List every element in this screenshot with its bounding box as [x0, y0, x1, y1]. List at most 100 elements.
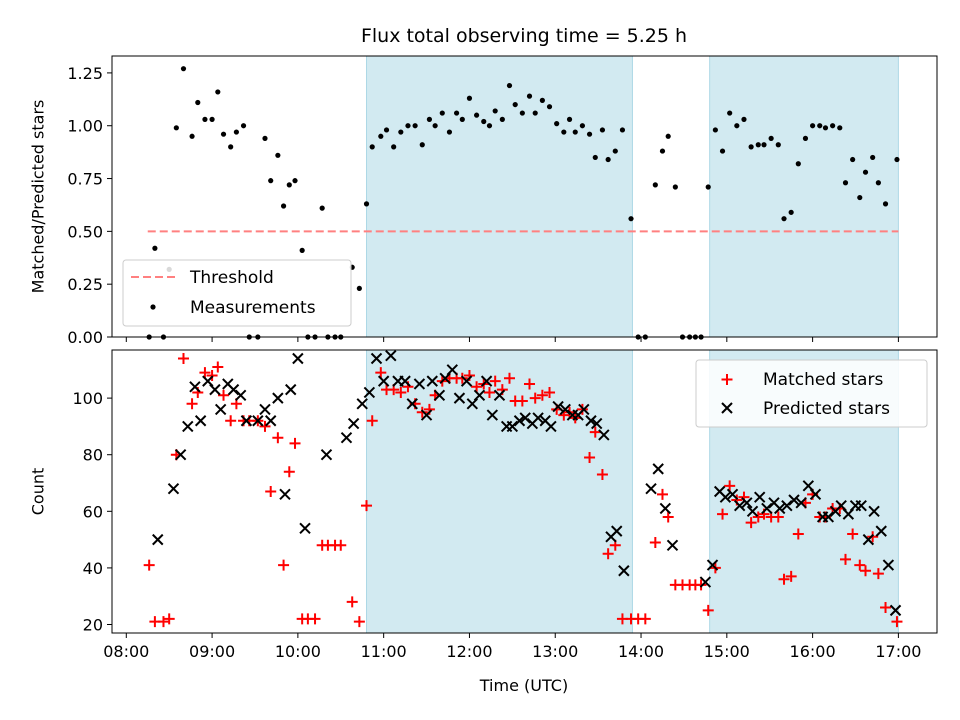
measurements-point-5 — [173, 125, 179, 131]
measurements-point-19 — [268, 178, 274, 184]
measurements-point-56 — [519, 110, 525, 116]
matched-stars-point-18 — [259, 420, 271, 432]
matched-stars-point-1 — [143, 559, 155, 571]
matched-stars-point-96 — [792, 528, 804, 540]
predicted-stars-point-85 — [809, 488, 822, 501]
measurements-point-67 — [592, 154, 598, 161]
top-panel: 0.00 0.25 0.50 0.75 1.00 1.25 Matched/Predict… — [29, 55, 938, 347]
predicted-stars-point-55 — [559, 403, 571, 416]
matched-stars-point-32 — [353, 616, 365, 628]
measurements-point-32 — [356, 285, 362, 292]
measurements-point-22 — [286, 182, 292, 188]
measurements-point-86 — [727, 110, 733, 116]
matched-stars-point-106 — [860, 565, 872, 577]
predicted-stars-point-22 — [320, 449, 333, 461]
matched-stars-point-95 — [785, 570, 797, 582]
predicted-stars-point-65 — [645, 482, 657, 495]
predicted-stars-point-93 — [862, 533, 875, 546]
x-axis-label: Time (UTC) — [479, 676, 568, 695]
measurements-point-97 — [802, 135, 809, 141]
matched-stars-point-67 — [589, 426, 601, 438]
measurements-point-7 — [189, 133, 195, 139]
measurements-point-45 — [446, 129, 453, 135]
matched-stars-point-82 — [695, 579, 707, 591]
predicted-stars-point-58 — [578, 403, 590, 416]
x-tick-label-6: 13:00 — [532, 642, 578, 661]
measurements-point-100 — [822, 125, 829, 131]
x-tick-label-5: 12:00 — [446, 642, 492, 661]
measurements-point-94 — [781, 216, 787, 222]
y-tick-label-5: 1.00 — [67, 117, 103, 136]
matched-stars-point-107 — [867, 531, 879, 543]
measurements-point-98 — [810, 123, 816, 129]
matched-stars-point-104 — [847, 528, 859, 540]
measurements-point-23 — [292, 178, 298, 184]
predicted-stars-point-15 — [259, 403, 271, 416]
measurements-point-44 — [439, 110, 445, 116]
predicted-stars-point-67 — [659, 502, 672, 515]
measurements-point-66 — [586, 131, 593, 137]
chart-title: Flux total observing time = 5.25 h — [361, 25, 687, 47]
measurements-point-95 — [788, 209, 794, 215]
measurements-point-57 — [526, 93, 533, 99]
measurements-point-62 — [561, 129, 567, 135]
measurements-point-106 — [862, 169, 869, 175]
predicted-stars-point-12 — [234, 389, 247, 401]
measurements-point-8 — [195, 99, 201, 106]
x-tick-label-4: 11:00 — [361, 642, 407, 661]
predicted-stars-point-19 — [285, 383, 297, 396]
measurements-point-71 — [619, 127, 626, 133]
measurements-point-51 — [486, 123, 493, 129]
predicted-stars-point-96 — [882, 559, 895, 571]
predicted-stars-point-68 — [666, 539, 679, 551]
matched-stars-point-6 — [177, 352, 189, 364]
predicted-stars-point-21 — [299, 522, 311, 534]
matched-stars-point-77 — [662, 511, 674, 523]
predicted-stars-point-75 — [741, 497, 753, 509]
predicted-stars-point-27 — [370, 352, 383, 365]
predicted-stars-point-80 — [774, 502, 786, 515]
predicted-stars-point-18 — [279, 488, 291, 501]
measurements-point-38 — [398, 129, 404, 135]
legend-measurements-label: Measurements — [190, 298, 316, 318]
matched-stars-point-109 — [880, 602, 892, 614]
bottom-y-axis-label: Count — [29, 468, 48, 516]
matched-stars-point-41 — [416, 406, 428, 418]
y-tick-label-1: 20 — [83, 616, 103, 635]
predicted-stars-point-31 — [399, 375, 411, 387]
top-axes-frame — [111, 55, 938, 338]
measurements-point-47 — [459, 116, 465, 122]
matched-stars-point-38 — [395, 386, 407, 398]
predicted-stars-point-51 — [532, 412, 544, 424]
x-tick-label-8: 15:00 — [704, 642, 750, 661]
matched-stars-point-49 — [471, 381, 483, 393]
measurements-point-76 — [659, 148, 666, 154]
matched-stars-point-60 — [544, 386, 556, 398]
matched-stars-point-90 — [752, 511, 764, 523]
measurements-point-34 — [369, 144, 375, 150]
measurements-point-13 — [228, 144, 234, 150]
shaded-period-1 — [366, 55, 633, 338]
predicted-stars-point-63 — [611, 525, 623, 537]
measurements-point-18 — [262, 135, 268, 141]
matched-stars-point-103 — [839, 553, 851, 565]
matched-stars-point-4 — [163, 613, 175, 625]
measurements-point-64 — [572, 129, 578, 135]
matched-stars-point-75 — [649, 536, 661, 548]
predicted-stars-point-42 — [473, 389, 486, 401]
predicted-stars-point-11 — [227, 383, 240, 396]
legend-predicted-swatch — [721, 402, 733, 414]
measurements-point-83 — [705, 184, 711, 190]
measurements-point-84 — [712, 127, 718, 133]
predicted-stars-point-49 — [519, 412, 531, 424]
matched-stars-point-35 — [375, 367, 387, 379]
predicted-stars-point-70 — [706, 559, 719, 571]
measurements-point-54 — [506, 82, 513, 89]
predicted-stars-point-45 — [493, 389, 506, 401]
measurements-point-46 — [453, 110, 460, 116]
measurements-point-41 — [419, 142, 425, 148]
measurements-point-69 — [605, 156, 611, 163]
measurements-point-50 — [481, 118, 487, 125]
predicted-stars-point-29 — [385, 349, 397, 362]
